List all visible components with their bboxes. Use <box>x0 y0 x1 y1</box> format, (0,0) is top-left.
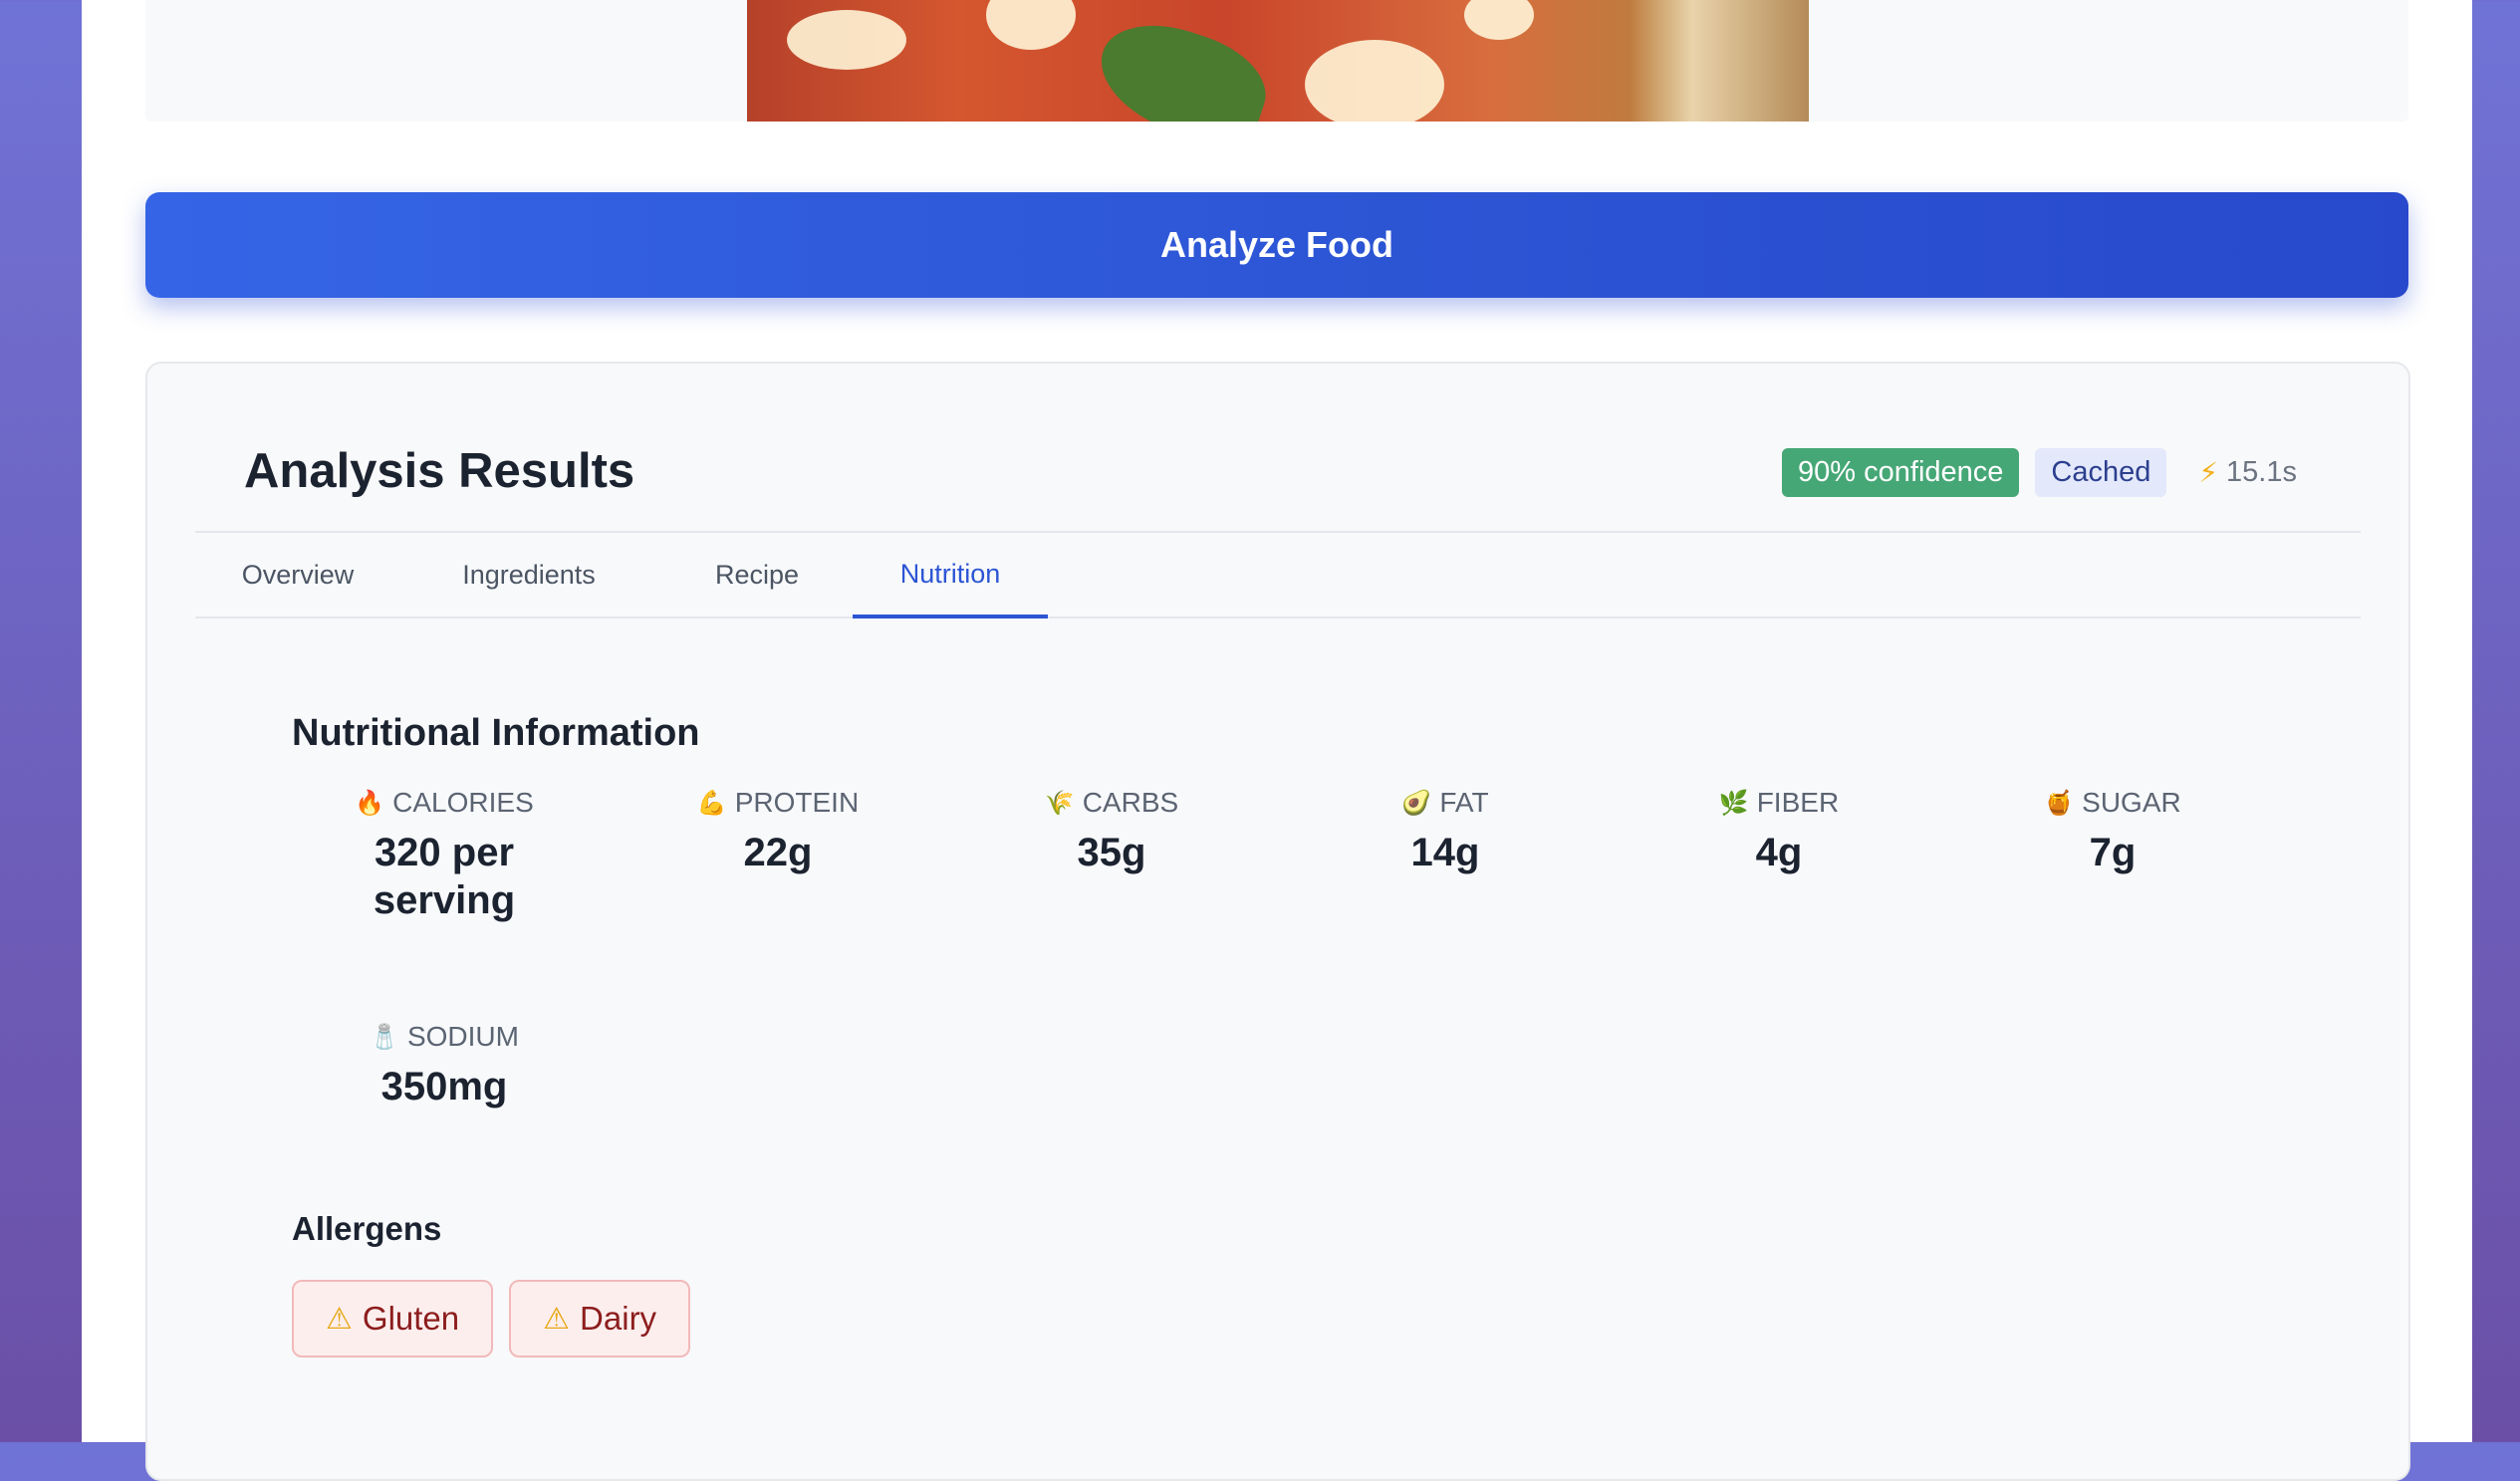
fire-icon: 🔥 <box>355 789 385 817</box>
herb-icon: 🌿 <box>1718 789 1749 817</box>
nutrient-value: 4g <box>1755 831 1803 874</box>
nutrient-label: CARBS <box>1082 787 1179 818</box>
allergen-label: Gluten <box>362 1300 460 1337</box>
nutrient-value: 320 per serving <box>373 831 516 922</box>
nutrient-calories: 🔥 CALORIES 320 per serving <box>295 787 594 924</box>
nutrient-sugar: 🍯 SUGAR 7g <box>1963 787 2262 876</box>
timing-indicator: ⚡ 15.1s <box>2198 456 2297 489</box>
nutrient-value: 350mg <box>380 1065 508 1109</box>
nutrition-section-title: Nutritional Information <box>292 712 700 754</box>
allergen-tag-gluten: ⚠ Gluten <box>292 1280 494 1358</box>
confidence-badge: 90% confidence <box>1782 448 2020 497</box>
results-tabs: Overview Ingredients Recipe Nutrition <box>195 531 2361 618</box>
allergen-tag-dairy: ⚠ Dairy <box>509 1280 691 1358</box>
nutrient-value: 14g <box>1410 831 1480 874</box>
honey-pot-icon: 🍯 <box>2044 789 2075 817</box>
nutrient-carbs: 🌾 CARBS 35g <box>962 787 1261 876</box>
results-badges: 90% confidence Cached ⚡ 15.1s <box>1782 448 2297 497</box>
grain-icon: 🌾 <box>1044 789 1075 817</box>
nutrient-fat: 🥑 FAT 14g <box>1296 787 1595 876</box>
allergen-label: Dairy <box>580 1300 657 1337</box>
nutrient-value: 7g <box>2089 831 2137 874</box>
nutrient-protein: 💪 PROTEIN 22g <box>629 787 927 876</box>
nutrient-label: FIBER <box>1756 787 1840 818</box>
warning-icon: ⚠ <box>326 1302 353 1336</box>
flexed-arm-icon: 💪 <box>696 789 727 817</box>
tab-ingredients[interactable]: Ingredients <box>462 559 596 590</box>
nutrient-value: 22g <box>743 831 813 874</box>
nutrient-label: FAT <box>1439 787 1489 818</box>
tab-overview[interactable]: Overview <box>241 559 355 590</box>
tab-recipe[interactable]: Recipe <box>714 559 800 590</box>
lightning-icon: ⚡ <box>2198 457 2219 488</box>
timing-value: 15.1s <box>2226 456 2297 488</box>
cached-badge: Cached <box>2035 448 2167 497</box>
warning-icon: ⚠ <box>543 1302 571 1336</box>
nutrient-label: SUGAR <box>2082 787 2181 818</box>
analyze-food-button[interactable]: Analyze Food <box>145 192 2408 298</box>
nutrient-value: 35g <box>1077 831 1146 874</box>
nutrient-label: SODIUM <box>406 1021 519 1052</box>
allergens-title: Allergens <box>292 1210 442 1247</box>
nutrient-sodium: 🧂 SODIUM 350mg <box>295 1021 594 1111</box>
analysis-results-card: Analysis Results 90% confidence Cached ⚡… <box>145 362 2410 1481</box>
page-container: Analyze Food Analysis Results 90% confid… <box>82 0 2472 1481</box>
results-title: Analysis Results <box>244 444 635 498</box>
allergen-list: ⚠ Gluten ⚠ Dairy <box>292 1280 691 1358</box>
salt-shaker-icon: 🧂 <box>370 1023 399 1051</box>
tab-nutrition[interactable]: Nutrition <box>853 533 1048 618</box>
avocado-icon: 🥑 <box>1401 789 1432 817</box>
nutrient-fiber: 🌿 FIBER 4g <box>1630 787 1928 876</box>
food-image <box>747 0 1809 122</box>
image-preview-frame <box>145 0 2408 122</box>
nutrient-label: PROTEIN <box>734 787 860 818</box>
nutrient-label: CALORIES <box>392 787 534 818</box>
